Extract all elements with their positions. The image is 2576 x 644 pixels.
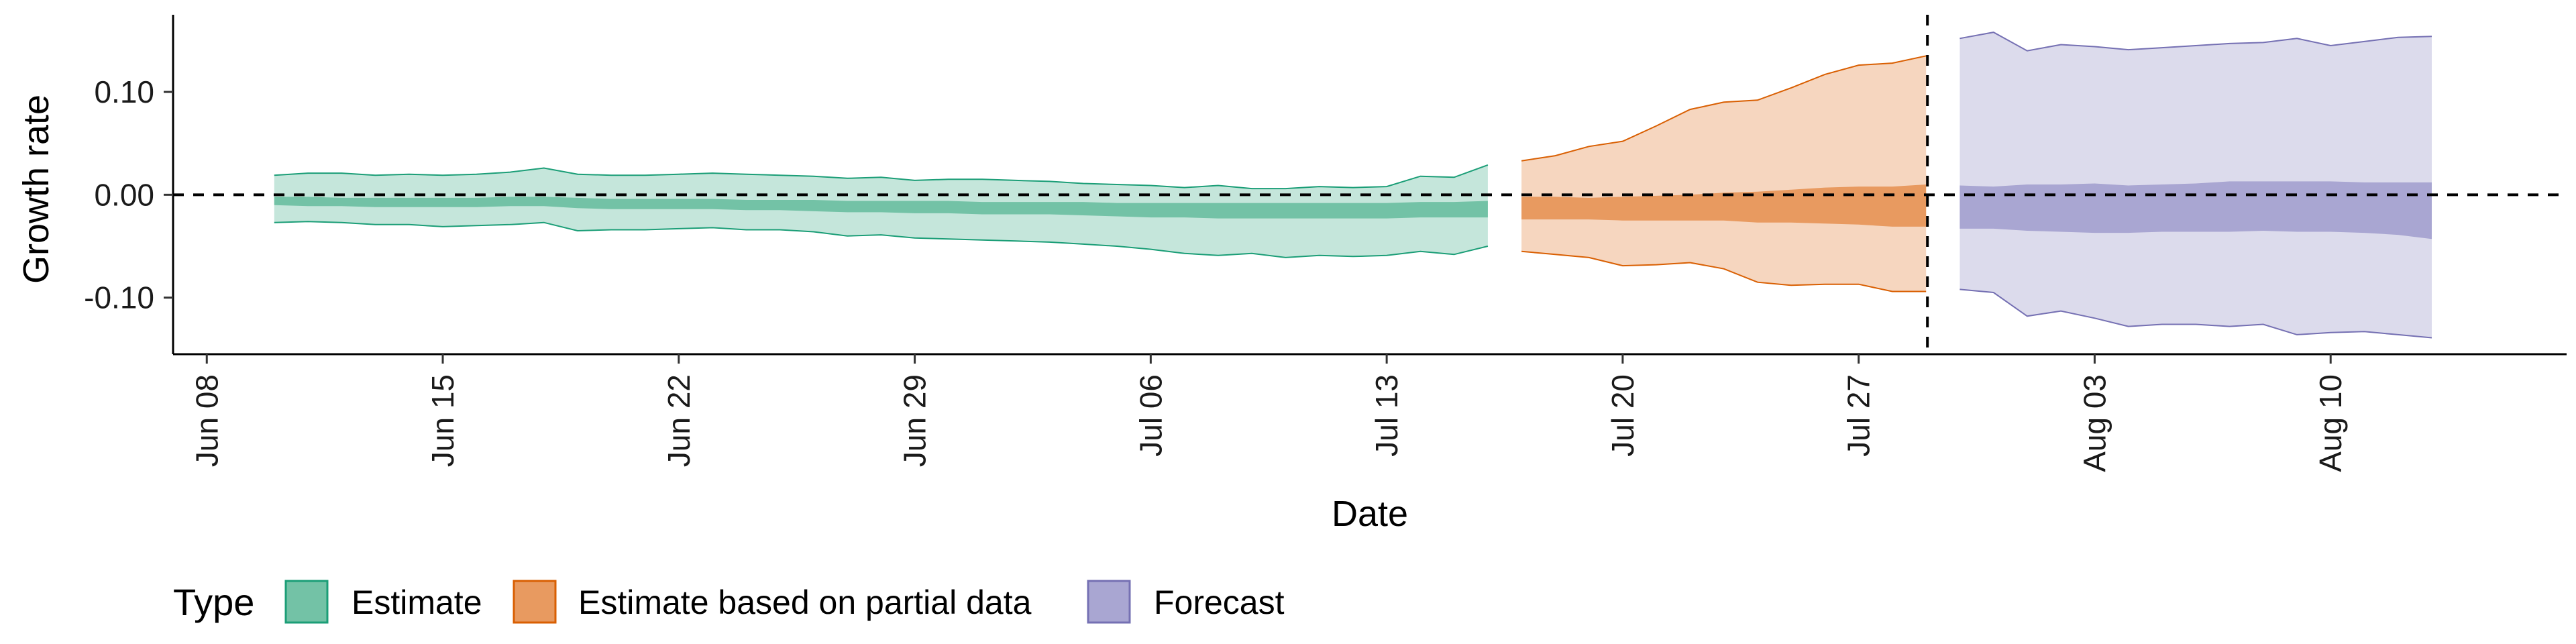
estimate-lower-edge — [274, 221, 1489, 258]
y-tick-label: 0.10 — [94, 74, 154, 109]
legend-label-estimate: Estimate — [352, 584, 482, 621]
y-tick-label: 0.00 — [94, 177, 154, 212]
axes-layer: 0.10 0.00 -0.10 Jun 08 Jun 15 Jun 22 Jun 29 Jul… — [84, 15, 2567, 472]
x-tick-label: Jun 08 — [189, 374, 224, 467]
legend-key-forecast — [1087, 580, 1131, 624]
estimate-based-on-partial-data-90-band — [1521, 56, 1927, 292]
legend-label-forecast: Forecast — [1154, 584, 1285, 621]
x-axis-title: Date — [1332, 494, 1408, 534]
estimate-based-on-partial-data-lower-edge — [1521, 250, 1927, 292]
x-tick-label: Jul 06 — [1133, 374, 1168, 457]
y-axis-title: Growth rate — [16, 95, 56, 284]
estimate-50-band — [274, 197, 1488, 219]
legend-key-estimate — [284, 580, 329, 624]
legend-title: Type — [173, 581, 254, 623]
bands-layer — [274, 32, 2432, 339]
forecast-lower-edge — [1960, 288, 2432, 339]
forecast-50-band — [1960, 181, 2432, 239]
x-tick-label: Aug 10 — [2313, 374, 2348, 472]
legend-label-partial: Estimate based on partial data — [578, 584, 1032, 621]
x-tick-label: Jul 13 — [1369, 374, 1404, 457]
x-tick-label: Jul 20 — [1605, 374, 1640, 457]
legend: Type Estimate Estimate based on partial … — [173, 580, 1285, 624]
forecast-upper-edge — [1960, 32, 2432, 52]
legend-key-partial — [513, 580, 557, 624]
x-tick-label: Aug 03 — [2077, 374, 2112, 472]
x-tick-label: Jul 27 — [1841, 374, 1876, 457]
y-tick-label: -0.10 — [84, 280, 154, 315]
x-tick-label: Jun 22 — [661, 374, 696, 467]
estimate-based-on-partial-data-upper-edge — [1521, 55, 1927, 162]
x-tick-label: Jun 15 — [425, 374, 460, 467]
estimate-upper-edge — [274, 164, 1489, 190]
x-tick-label: Jun 29 — [898, 374, 932, 467]
